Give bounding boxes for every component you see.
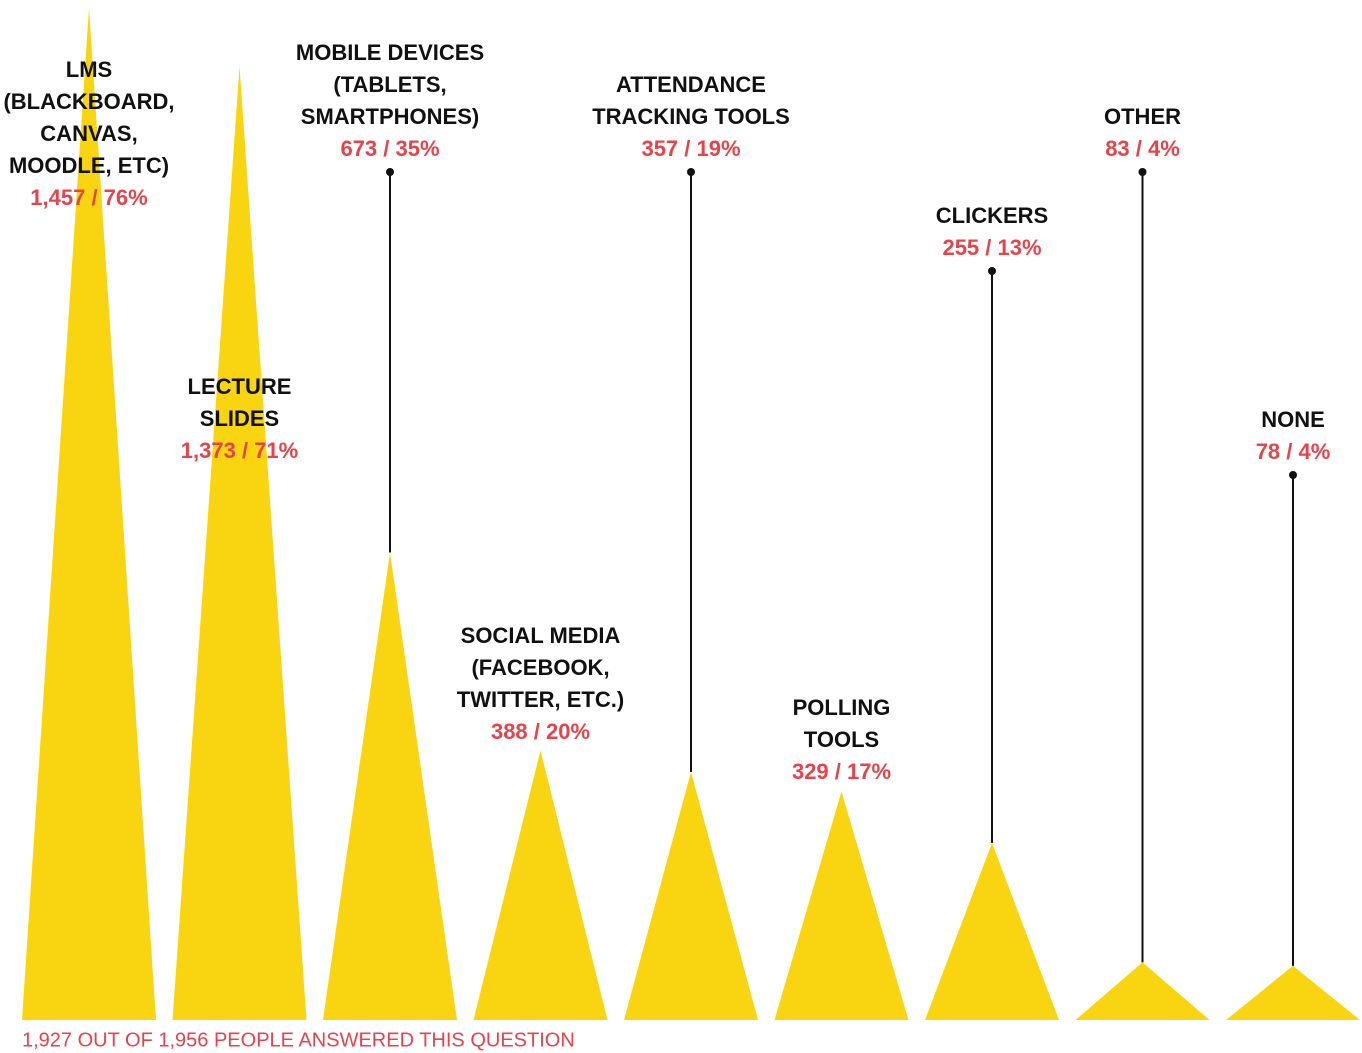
category-label: SMARTPHONES) — [301, 104, 479, 129]
footnote: 1,927 OUT OF 1,956 PEOPLE ANSWERED THIS … — [22, 1029, 575, 1051]
value-label: 1,457 / 76% — [30, 185, 147, 210]
category-label: POLLING — [793, 695, 891, 720]
value-label: 388 / 20% — [491, 719, 590, 744]
value-label: 78 / 4% — [1256, 439, 1331, 464]
triangle-bar — [624, 772, 758, 1020]
category-label: SLIDES — [200, 406, 279, 431]
category-label: TWITTER, ETC.) — [457, 687, 624, 712]
category-label: LECTURE — [188, 374, 292, 399]
category-label: TRACKING TOOLS — [592, 104, 790, 129]
category-label: (TABLETS, — [333, 72, 446, 97]
value-label: 357 / 19% — [641, 136, 740, 161]
leader-dot — [687, 168, 695, 176]
value-label: 1,373 / 71% — [181, 438, 298, 463]
category-label: TOOLS — [804, 727, 879, 752]
triangle-bar — [1075, 962, 1210, 1020]
value-label: 329 / 17% — [792, 759, 891, 784]
category-label: (BLACKBOARD, — [3, 89, 174, 114]
category-label: NONE — [1261, 407, 1325, 432]
leader-dot — [988, 267, 996, 275]
triangle-bar — [172, 66, 307, 1020]
category-label: CANVAS, — [40, 121, 137, 146]
leader-dot — [1289, 471, 1297, 479]
category-label: CLICKERS — [936, 203, 1048, 228]
category-label: LMS — [66, 57, 112, 82]
triangle-bar — [1226, 965, 1360, 1020]
leader-dot — [1138, 168, 1147, 176]
value-label: 255 / 13% — [942, 235, 1041, 260]
triangle-bar — [22, 8, 156, 1020]
category-label: MOODLE, ETC) — [9, 153, 169, 178]
triangle-bar — [774, 791, 909, 1020]
category-label: MOBILE DEVICES — [296, 40, 484, 65]
triangle-bar — [473, 750, 608, 1020]
category-label: ATTENDANCE — [616, 72, 766, 97]
triangle-bar — [925, 842, 1059, 1020]
category-label: (FACEBOOK, — [471, 655, 609, 680]
triangle-bar — [323, 552, 457, 1020]
value-label: 83 / 4% — [1105, 136, 1180, 161]
leader-dot — [386, 168, 394, 176]
value-label: 673 / 35% — [340, 136, 439, 161]
category-label: SOCIAL MEDIA — [461, 623, 621, 648]
category-label: OTHER — [1104, 104, 1181, 129]
